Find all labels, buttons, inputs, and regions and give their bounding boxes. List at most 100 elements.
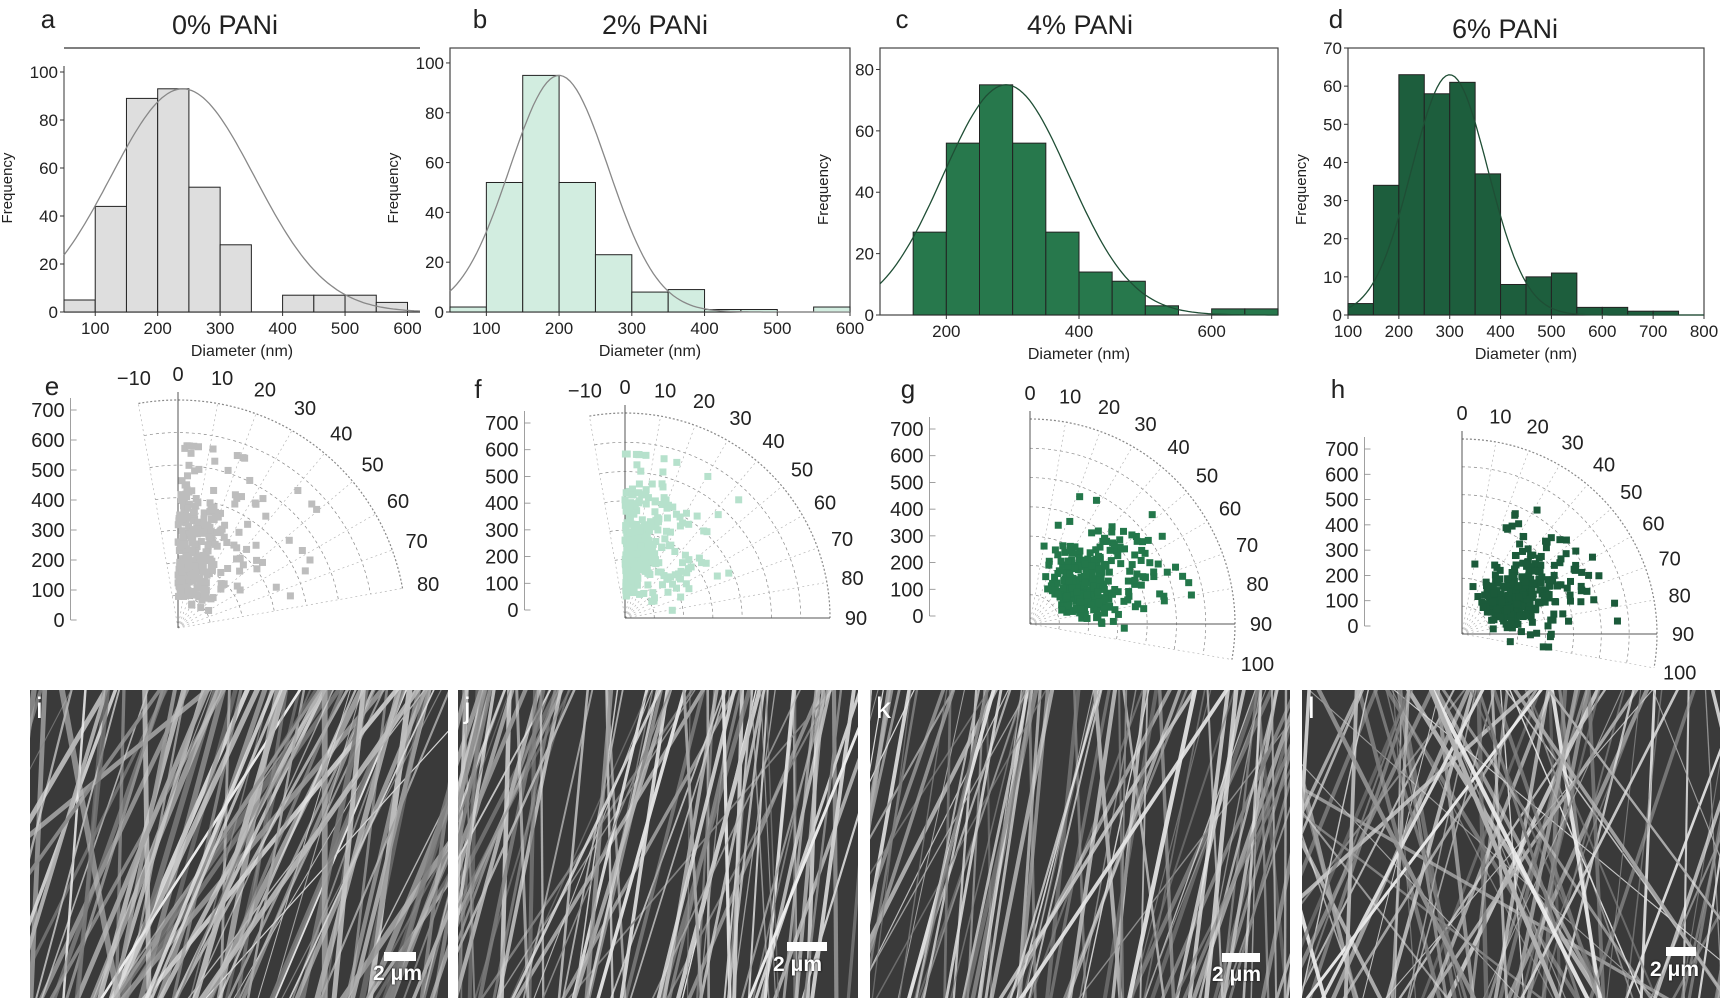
scatter-point <box>1522 612 1530 620</box>
scatter-point <box>673 458 681 466</box>
sem-fiber <box>1131 690 1236 998</box>
scatter-point <box>217 526 225 534</box>
sem-fiber <box>623 690 706 998</box>
scatter-point <box>1523 595 1531 603</box>
angular-grid-line <box>624 425 696 619</box>
scatter-point <box>1557 555 1565 563</box>
scatter-point <box>642 500 650 508</box>
angular-grid-line <box>1029 466 1163 625</box>
scatter-point <box>294 487 302 495</box>
sem-fiber <box>1391 690 1554 998</box>
scatter-point <box>193 591 201 599</box>
radial-tick-label: 200 <box>890 553 923 575</box>
sem-fiber <box>150 690 283 998</box>
scatter-point <box>649 589 657 597</box>
sem-fiber <box>1029 690 1144 998</box>
scatter-point <box>627 575 635 583</box>
angle-tick-label: 10 <box>1489 406 1511 428</box>
scatter-point <box>207 562 215 570</box>
scatter-point <box>664 501 672 509</box>
scatter-point <box>1512 593 1520 601</box>
scatter-point <box>700 527 708 535</box>
scatter-point <box>1054 590 1062 598</box>
scatter-point <box>676 513 684 521</box>
sem-fiber <box>477 690 546 998</box>
angular-grid-line <box>1029 491 1188 625</box>
scatter-point <box>630 587 638 595</box>
x-axis-label: Diameter (nm) <box>1475 346 1577 363</box>
scatter-point <box>1566 597 1574 605</box>
scatter-point <box>650 594 658 602</box>
scatter-point <box>1537 552 1545 560</box>
scatter-point <box>205 606 213 614</box>
scatter-point <box>624 557 632 565</box>
scatter-point <box>629 539 637 547</box>
scale-label-k: 2 μm <box>1212 963 1262 986</box>
scatter-point <box>224 564 232 572</box>
angular-grid-line <box>138 403 179 629</box>
scatter-point <box>224 466 232 474</box>
x-tick-label: 200 <box>545 319 573 338</box>
scatter-point <box>1072 604 1080 612</box>
scatter-point <box>1556 536 1564 544</box>
scatter-point <box>714 511 722 519</box>
scatter-point <box>185 500 193 508</box>
scatter-point <box>191 562 199 570</box>
angle-tick-label: 0 <box>1024 383 1035 405</box>
scatter-point <box>200 515 208 523</box>
y-axis-label: Frequency <box>0 152 16 223</box>
sem-fiber <box>1704 690 1720 973</box>
sem-fiber <box>432 908 448 998</box>
sem-fiber <box>1127 690 1198 998</box>
sem-fiber <box>74 690 110 998</box>
scatter-point <box>1116 536 1124 544</box>
scatter-point <box>1504 596 1512 604</box>
scatter-point <box>1516 540 1524 548</box>
scatter-point <box>1469 583 1477 591</box>
scatter-point <box>644 581 652 589</box>
angle-tick-label: 80 <box>841 568 863 590</box>
radial-tick-label: 0 <box>53 610 64 632</box>
scatter-point <box>185 461 193 469</box>
sem-fiber <box>765 690 780 998</box>
sem-fiber <box>870 690 990 876</box>
scatter-point <box>183 493 191 501</box>
y-tick-label: 40 <box>855 183 874 202</box>
scatter-point <box>1524 545 1532 553</box>
scatter-point <box>198 596 206 604</box>
scatter-point <box>633 550 641 558</box>
scatter-point <box>1474 593 1482 601</box>
sem-fiber <box>458 690 483 998</box>
angular-grid-line <box>177 453 325 629</box>
histogram-bar <box>1244 308 1279 316</box>
panel-letter-i: i <box>36 692 43 725</box>
angular-grid-line <box>624 582 827 619</box>
sem-fiber <box>1018 690 1229 998</box>
angle-tick-label: 60 <box>1219 499 1241 521</box>
y-tick-label: 0 <box>865 306 874 325</box>
scale-bar-l <box>1666 947 1696 956</box>
scatter-point <box>197 538 205 546</box>
scatter-point <box>209 594 217 602</box>
sem-fiber <box>686 690 691 998</box>
y-axis-label: Frequency <box>1293 154 1310 225</box>
scatter-point <box>1042 573 1050 581</box>
radial-tick-label: 500 <box>31 460 64 482</box>
scatter-point <box>1526 631 1534 639</box>
scatter-point <box>1503 624 1511 632</box>
scatter-point <box>1158 532 1166 540</box>
scatter-point <box>262 512 270 520</box>
sem-fiber <box>1513 690 1579 998</box>
angle-tick-label: 80 <box>1669 586 1691 608</box>
normal-fit-curve <box>1347 74 1704 316</box>
scatter-point <box>642 561 650 569</box>
y-tick-label: 30 <box>1323 192 1342 211</box>
x-tick-label: 700 <box>1639 322 1667 341</box>
scatter-point <box>1566 591 1574 599</box>
scatter-point <box>1096 543 1104 551</box>
scatter-point <box>628 485 636 493</box>
angle-tick-label: 90 <box>845 608 867 630</box>
scatter-point <box>1496 613 1504 621</box>
scatter-point <box>1051 586 1059 594</box>
scatter-point <box>633 581 641 589</box>
